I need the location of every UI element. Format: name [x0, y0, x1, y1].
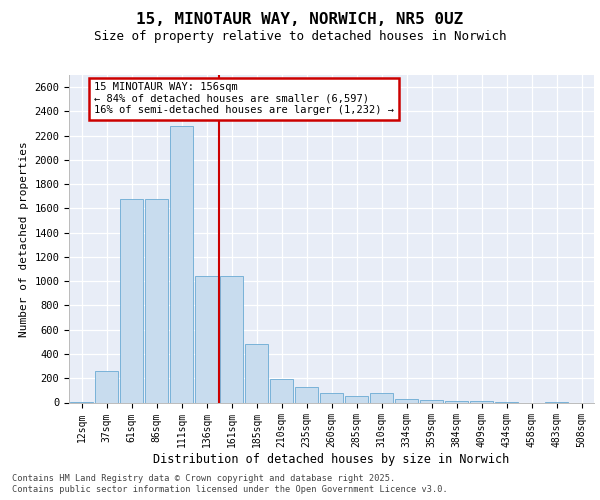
X-axis label: Distribution of detached houses by size in Norwich: Distribution of detached houses by size … [154, 453, 509, 466]
Bar [420, 400, 443, 402]
Text: 15 MINOTAUR WAY: 156sqm
← 84% of detached houses are smaller (6,597)
16% of semi: 15 MINOTAUR WAY: 156sqm ← 84% of detache… [94, 82, 394, 116]
Bar [195, 276, 218, 402]
Text: Size of property relative to detached houses in Norwich: Size of property relative to detached ho… [94, 30, 506, 43]
Bar [120, 198, 143, 402]
Bar [320, 393, 343, 402]
Text: Contains HM Land Registry data © Crown copyright and database right 2025.: Contains HM Land Registry data © Crown c… [12, 474, 395, 483]
Bar [245, 344, 268, 403]
Bar [95, 371, 118, 402]
Text: Contains public sector information licensed under the Open Government Licence v3: Contains public sector information licen… [12, 486, 448, 494]
Bar [170, 126, 193, 402]
Bar [345, 396, 368, 402]
Bar [270, 380, 293, 402]
Bar [395, 399, 418, 402]
Bar [295, 386, 318, 402]
Bar [370, 393, 393, 402]
Text: 15, MINOTAUR WAY, NORWICH, NR5 0UZ: 15, MINOTAUR WAY, NORWICH, NR5 0UZ [136, 12, 464, 28]
Bar [220, 276, 243, 402]
Y-axis label: Number of detached properties: Number of detached properties [19, 141, 29, 336]
Bar [145, 198, 168, 402]
